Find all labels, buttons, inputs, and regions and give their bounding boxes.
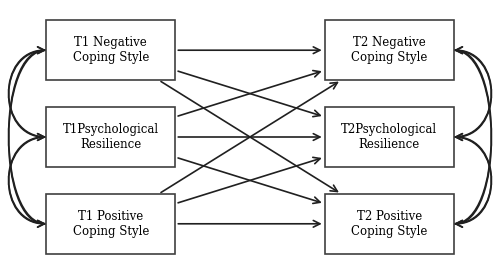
Text: T1Psychological
Resilience: T1Psychological Resilience <box>62 123 159 151</box>
FancyArrowPatch shape <box>454 47 492 224</box>
FancyBboxPatch shape <box>46 194 176 254</box>
FancyArrowPatch shape <box>454 47 492 137</box>
FancyBboxPatch shape <box>324 20 454 80</box>
Text: T1 Positive
Coping Style: T1 Positive Coping Style <box>72 210 149 238</box>
FancyArrowPatch shape <box>8 47 46 224</box>
Text: T1 Negative
Coping Style: T1 Negative Coping Style <box>72 36 149 64</box>
FancyBboxPatch shape <box>46 20 176 80</box>
FancyBboxPatch shape <box>324 107 454 167</box>
Text: T2 Negative
Coping Style: T2 Negative Coping Style <box>351 36 428 64</box>
FancyArrowPatch shape <box>454 50 492 140</box>
FancyArrowPatch shape <box>8 137 46 227</box>
Text: T2Psychological
Resilience: T2Psychological Resilience <box>341 123 438 151</box>
FancyArrowPatch shape <box>454 137 492 227</box>
FancyArrowPatch shape <box>8 134 46 224</box>
FancyArrowPatch shape <box>454 50 492 227</box>
FancyArrowPatch shape <box>8 50 46 227</box>
FancyArrowPatch shape <box>454 134 492 224</box>
Text: T2 Positive
Coping Style: T2 Positive Coping Style <box>351 210 428 238</box>
FancyBboxPatch shape <box>46 107 176 167</box>
FancyBboxPatch shape <box>324 194 454 254</box>
FancyArrowPatch shape <box>8 47 46 137</box>
FancyArrowPatch shape <box>8 50 46 140</box>
